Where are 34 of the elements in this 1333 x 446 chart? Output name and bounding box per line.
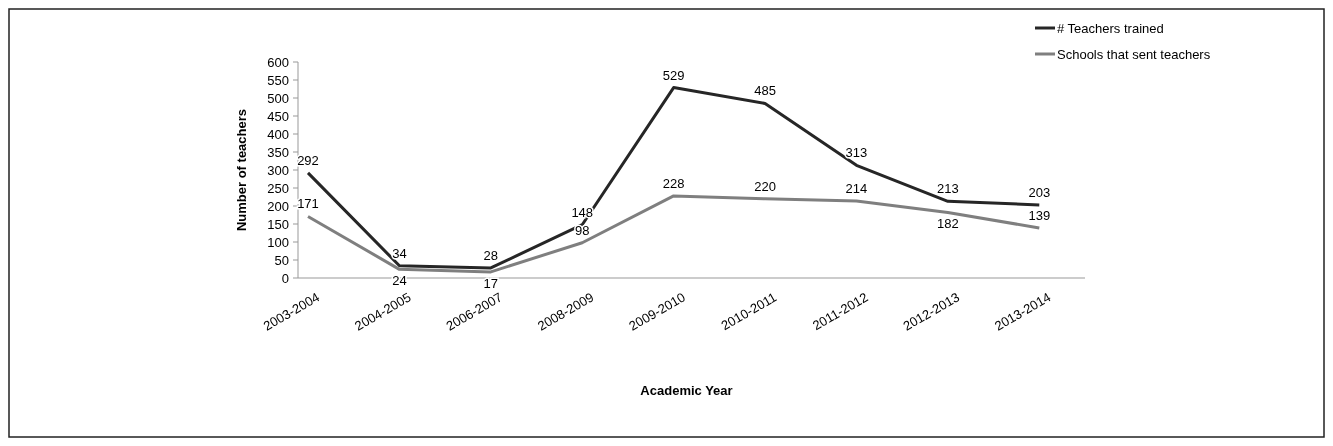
- y-tick-label: 250: [267, 180, 289, 196]
- data-label: 17: [483, 275, 499, 291]
- y-tick-label: 300: [267, 162, 289, 178]
- y-tick-label: 500: [267, 90, 289, 106]
- legend-label: Schools that sent teachers: [1057, 46, 1211, 62]
- y-tick-label: 150: [267, 216, 289, 232]
- y-tick-label: 200: [267, 198, 289, 214]
- data-label: 214: [845, 180, 868, 196]
- data-label: 529: [662, 67, 685, 83]
- x-axis-title: Academic Year: [640, 383, 733, 398]
- data-label: 313: [845, 145, 868, 161]
- y-tick-label: 50: [274, 252, 289, 268]
- y-tick-label: 450: [267, 108, 289, 124]
- data-label: 213: [937, 181, 959, 197]
- y-tick-label: 350: [267, 144, 289, 160]
- data-label: 34: [392, 245, 407, 261]
- data-label: 24: [392, 273, 407, 289]
- y-axis-title: Number of teachers: [234, 108, 249, 232]
- data-label: 485: [754, 83, 776, 99]
- data-label: 98: [575, 222, 590, 238]
- y-tick-label: 0: [281, 270, 289, 286]
- data-label: 139: [1028, 207, 1051, 223]
- y-tick-label: 600: [267, 54, 289, 70]
- data-label: 220: [754, 178, 776, 194]
- data-label: 292: [297, 152, 319, 168]
- data-label: 171: [297, 196, 319, 212]
- data-label: 228: [662, 175, 685, 191]
- y-tick-label: 100: [267, 234, 289, 250]
- data-label: 182: [937, 216, 959, 232]
- data-label: 203: [1028, 184, 1051, 200]
- legend-label: # Teachers trained: [1057, 20, 1164, 36]
- data-label: 28: [483, 247, 499, 263]
- y-tick-label: 550: [267, 72, 289, 88]
- y-tick-label: 400: [267, 126, 289, 142]
